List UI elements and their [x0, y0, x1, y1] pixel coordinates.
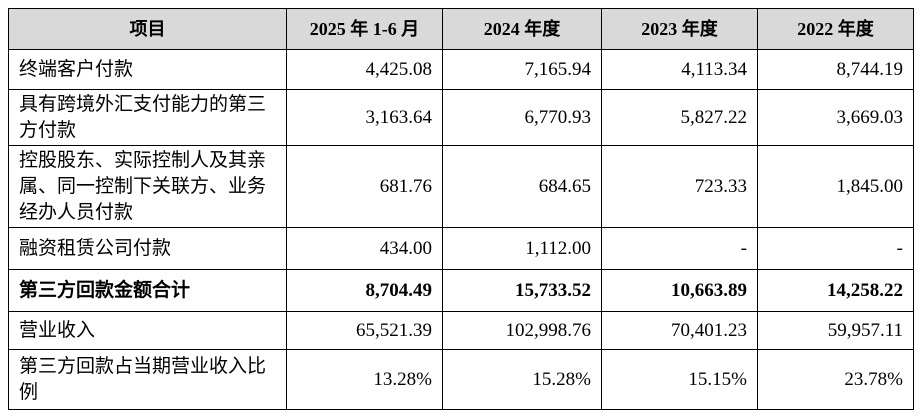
header-cell: 2024 年度 [442, 8, 602, 50]
table-body: 终端客户付款 4,425.08 7,165.94 4,113.34 8,744.19 具有… [8, 49, 914, 410]
row-label: 控股股东、实际控制人及其亲属、同一控制下关联方、业务经办人员付款 [8, 145, 287, 228]
header-cell: 2023 年度 [601, 8, 758, 50]
value-cell: 3,163.64 [286, 89, 443, 146]
row-label: 终端客户付款 [8, 49, 287, 90]
value-cell: 8,704.49 [286, 269, 443, 312]
value-cell: 434.00 [286, 227, 443, 270]
value-cell: 59,957.11 [757, 311, 914, 350]
value-cell: 70,401.23 [601, 311, 758, 350]
value-cell: 15,733.52 [442, 269, 602, 312]
data-table: 项目 2025 年 1-6 月 2024 年度 2023 年度 2022 年度 终端客户… [8, 8, 914, 410]
value-cell: 723.33 [601, 145, 758, 228]
table-row: 第三方回款金额合计 8,704.49 15,733.52 10,663.89 14,25… [8, 269, 914, 312]
value-cell: 23.78% [757, 349, 914, 410]
value-cell: 13.28% [286, 349, 443, 410]
header-cell: 项目 [8, 8, 287, 50]
value-cell: - [757, 227, 914, 270]
value-cell: 1,112.00 [442, 227, 602, 270]
value-cell: 14,258.22 [757, 269, 914, 312]
table-row: 第三方回款占当期营业收入比例 13.28% 15.28% 15.15% 23.78% [8, 349, 914, 410]
value-cell: - [601, 227, 758, 270]
table-row: 终端客户付款 4,425.08 7,165.94 4,113.34 8,744.19 [8, 49, 914, 90]
row-label: 第三方回款金额合计 [8, 269, 287, 312]
value-cell: 5,827.22 [601, 89, 758, 146]
value-cell: 7,165.94 [442, 49, 602, 90]
table-row: 具有跨境外汇支付能力的第三方付款 3,163.64 6,770.93 5,827.22… [8, 89, 914, 146]
header-cell: 2022 年度 [757, 8, 914, 50]
row-label: 第三方回款占当期营业收入比例 [8, 349, 287, 410]
value-cell: 8,744.19 [757, 49, 914, 90]
header-row: 项目 2025 年 1-6 月 2024 年度 2023 年度 2022 年度 [8, 8, 914, 50]
value-cell: 1,845.00 [757, 145, 914, 228]
value-cell: 15.28% [442, 349, 602, 410]
row-label: 营业收入 [8, 311, 287, 350]
value-cell: 102,998.76 [442, 311, 602, 350]
table-row: 控股股东、实际控制人及其亲属、同一控制下关联方、业务经办人员付款 681.76 68… [8, 145, 914, 228]
table-row: 融资租赁公司付款 434.00 1,112.00- - [8, 227, 914, 270]
value-cell: 4,425.08 [286, 49, 443, 90]
row-label: 具有跨境外汇支付能力的第三方付款 [8, 89, 287, 146]
header-cell: 2025 年 1-6 月 [286, 8, 443, 50]
value-cell: 3,669.03 [757, 89, 914, 146]
row-label: 融资租赁公司付款 [8, 227, 287, 270]
value-cell: 10,663.89 [601, 269, 758, 312]
value-cell: 681.76 [286, 145, 443, 228]
value-cell: 4,113.34 [601, 49, 758, 90]
value-cell: 6,770.93 [442, 89, 602, 146]
value-cell: 65,521.39 [286, 311, 443, 350]
table-row: 营业收入 65,521.39 102,998.76 70,401.23 59,957.1… [8, 311, 914, 350]
value-cell: 684.65 [442, 145, 602, 228]
value-cell: 15.15% [601, 349, 758, 410]
